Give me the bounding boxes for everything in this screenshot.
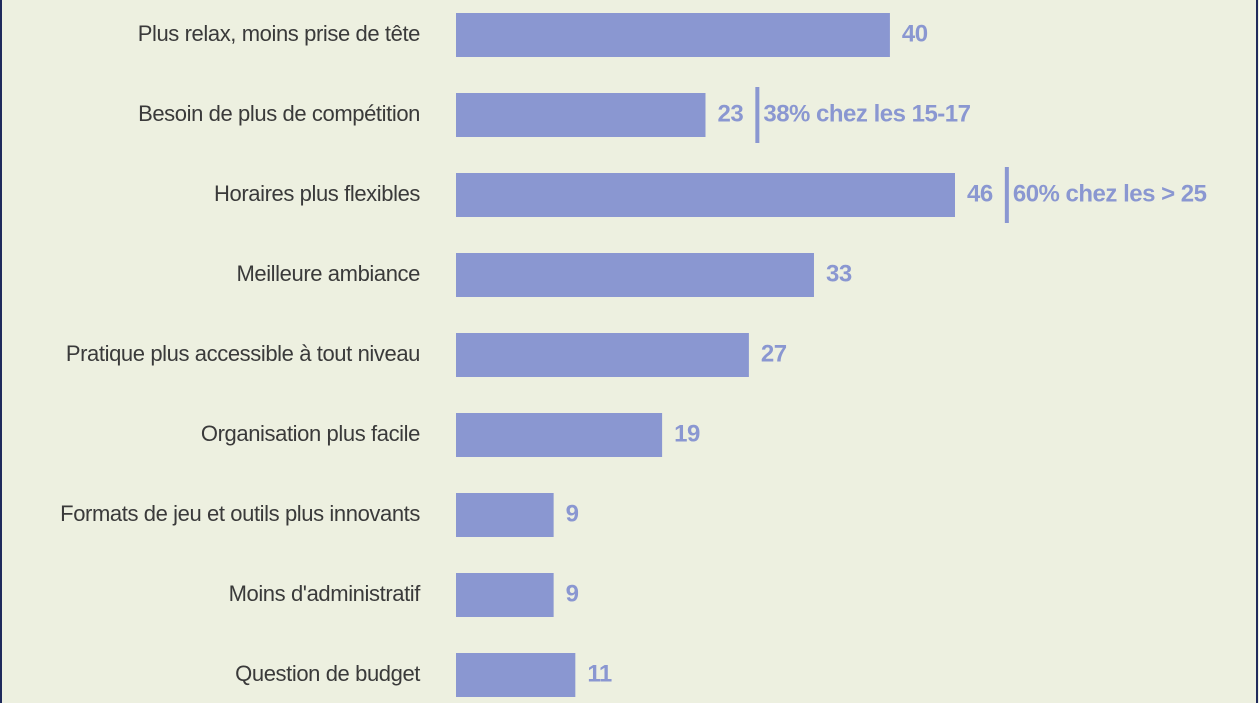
category-label: Besoin de plus de compétition bbox=[138, 101, 420, 126]
category-label: Question de budget bbox=[235, 661, 420, 686]
value-label: 19 bbox=[674, 420, 700, 447]
value-label: 23 bbox=[718, 100, 744, 127]
category-label: Horaires plus flexibles bbox=[214, 181, 420, 206]
bar bbox=[456, 253, 814, 297]
value-label: 40 bbox=[902, 20, 928, 47]
value-label: 11 bbox=[587, 660, 612, 687]
bar bbox=[456, 493, 554, 537]
value-label: 46 bbox=[967, 180, 993, 207]
category-label: Formats de jeu et outils plus innovants bbox=[60, 501, 420, 526]
bar bbox=[456, 573, 554, 617]
value-label: 9 bbox=[566, 500, 579, 527]
value-label: 27 bbox=[761, 340, 787, 367]
category-label: Meilleure ambiance bbox=[236, 261, 420, 286]
annotation: 60% chez les > 25 bbox=[1013, 180, 1207, 207]
annotation: 38% chez les 15-17 bbox=[763, 100, 970, 127]
bar bbox=[456, 653, 576, 697]
bar bbox=[456, 93, 706, 137]
value-label: 9 bbox=[566, 580, 579, 607]
bar bbox=[456, 173, 955, 217]
bar bbox=[456, 13, 890, 57]
category-label: Plus relax, moins prise de tête bbox=[138, 21, 420, 46]
value-label: 33 bbox=[826, 260, 852, 287]
bar bbox=[456, 413, 663, 457]
category-label: Organisation plus facile bbox=[201, 421, 420, 446]
category-label: Moins d'administratif bbox=[229, 581, 422, 606]
category-label: Pratique plus accessible à tout niveau bbox=[66, 341, 420, 366]
bar bbox=[456, 333, 749, 377]
